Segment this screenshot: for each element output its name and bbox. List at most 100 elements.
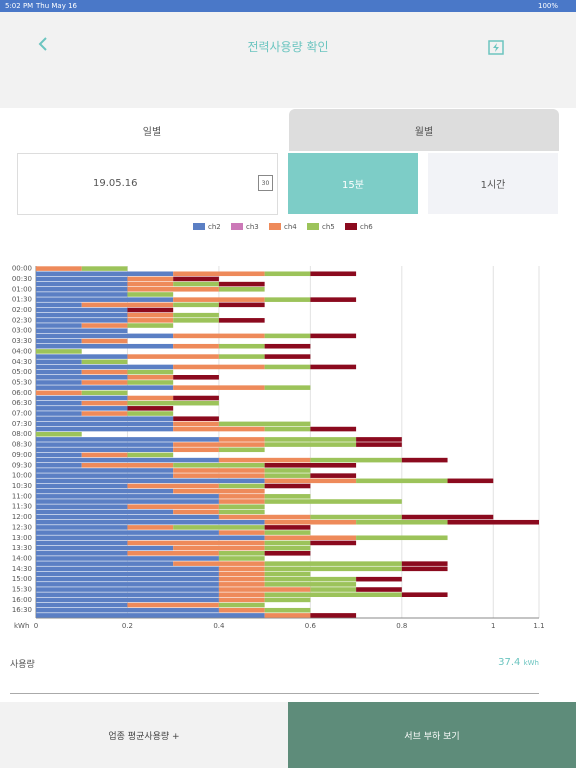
- y-tick-label: 01:30: [12, 296, 32, 304]
- average-button[interactable]: 업종 평균사용량 +: [0, 702, 288, 768]
- y-tick-label: 12:00: [12, 513, 32, 521]
- bar-segment: [218, 504, 265, 509]
- bar-segment: [264, 442, 357, 447]
- bar-segment: [264, 437, 357, 442]
- bar-segment: [264, 592, 402, 597]
- bar-segment: [173, 545, 265, 551]
- bar-segment: [81, 323, 128, 328]
- bar-segment: [36, 468, 174, 473]
- bar-segment: [81, 411, 128, 416]
- bar-segment: [310, 540, 357, 546]
- bar-segment: [173, 447, 219, 453]
- bar-segment: [127, 323, 174, 328]
- legend-label: ch5: [322, 223, 335, 231]
- legend-label: ch6: [360, 223, 373, 231]
- bar-segment: [218, 509, 265, 515]
- bar-segment: [36, 494, 219, 499]
- bar-segment: [356, 576, 402, 582]
- bar-segment: [36, 328, 128, 333]
- bar-segment: [218, 281, 265, 287]
- y-tick-label: 06:30: [12, 399, 32, 407]
- tab-daily[interactable]: 일별: [18, 109, 286, 151]
- status-time: 5:02 PM: [5, 2, 34, 10]
- x-tick-label: 1: [491, 622, 495, 630]
- bar-segment: [447, 478, 494, 484]
- bar-segment: [36, 281, 128, 287]
- tab-monthly[interactable]: 월별: [289, 109, 559, 151]
- y-tick-label: 09:30: [12, 461, 32, 469]
- divider: [10, 693, 539, 694]
- y-tick-label: 13:30: [12, 544, 32, 552]
- bar-segment: [218, 582, 265, 587]
- y-tick-label: 06:00: [12, 389, 32, 397]
- sub-load-button[interactable]: 서브 부하 보기: [288, 702, 576, 768]
- bar-segment: [81, 380, 128, 385]
- bar-segment: [127, 483, 219, 489]
- bar-segment: [356, 437, 402, 442]
- legend-swatch: [307, 223, 319, 230]
- bar-segment: [36, 292, 128, 297]
- bar-segment: [36, 483, 128, 489]
- bar-segment: [173, 364, 265, 370]
- bar-segment: [81, 369, 128, 375]
- x-axis-label: kWh: [14, 622, 29, 630]
- bar-segment: [310, 297, 357, 302]
- interval-15min[interactable]: 15분: [288, 153, 418, 214]
- bar-segment: [218, 530, 265, 535]
- bar-segment: [36, 323, 82, 328]
- bar-segment: [36, 561, 174, 566]
- bar-segment: [127, 292, 174, 297]
- bar-segment: [218, 437, 265, 442]
- bar-segment: [264, 535, 357, 541]
- date-picker[interactable]: 19.05.16 30: [17, 153, 278, 215]
- bar-segment: [264, 385, 311, 390]
- bar-segment: [264, 576, 357, 582]
- bar-segment: [447, 519, 539, 525]
- bar-segment: [264, 364, 311, 370]
- bar-segment: [173, 343, 219, 349]
- bar-segment: [310, 514, 402, 520]
- bar-segment: [81, 338, 128, 344]
- bar-segment: [173, 442, 265, 447]
- bar-segment: [36, 312, 128, 318]
- bar-segment: [36, 416, 174, 421]
- bar-segment: [36, 307, 128, 313]
- back-button[interactable]: [36, 36, 50, 52]
- bar-segment: [36, 421, 174, 427]
- bar-segment: [173, 426, 265, 432]
- bar-segment: [264, 271, 311, 277]
- y-tick-label: 15:30: [12, 586, 32, 594]
- legend-swatch: [269, 223, 281, 230]
- bar-segment: [36, 504, 128, 509]
- bar-segment: [264, 519, 357, 525]
- legend-label: ch3: [246, 223, 259, 231]
- bar-segment: [173, 468, 265, 473]
- bar-segment: [36, 375, 128, 380]
- y-tick-label: 15:00: [12, 575, 32, 583]
- bar-segment: [127, 525, 174, 530]
- bar-segment: [36, 463, 82, 468]
- date-text: 19.05.16: [93, 178, 138, 189]
- bar-segment: [173, 281, 219, 287]
- y-tick-label: 10:30: [12, 482, 32, 490]
- bar-segment: [218, 602, 265, 608]
- y-tick-label: 16:30: [12, 606, 32, 614]
- interval-1h[interactable]: 1시간: [428, 153, 558, 214]
- bar-segment: [36, 276, 128, 282]
- bar-segment: [264, 597, 311, 603]
- bar-segment: [36, 509, 174, 515]
- bar-segment: [127, 400, 219, 406]
- usage-unit: kWh: [523, 659, 539, 667]
- bar-segment: [36, 499, 219, 504]
- bar-segment: [36, 556, 219, 561]
- bar-segment: [36, 607, 219, 613]
- bar-segment: [218, 421, 311, 427]
- bar-segment: [36, 338, 82, 344]
- store-icon[interactable]: [487, 38, 505, 56]
- bar-segment: [36, 364, 174, 370]
- bar-segment: [218, 514, 311, 520]
- chart: ch2 ch3 ch4 ch5 ch6 0 0.2 0.4 0.6 0.8 1 1.1 kWh 00:00…: [12, 223, 545, 630]
- y-tick-label: 00:00: [12, 265, 32, 273]
- bar-segment: [36, 349, 82, 354]
- y-tick-label: 11:30: [12, 503, 32, 511]
